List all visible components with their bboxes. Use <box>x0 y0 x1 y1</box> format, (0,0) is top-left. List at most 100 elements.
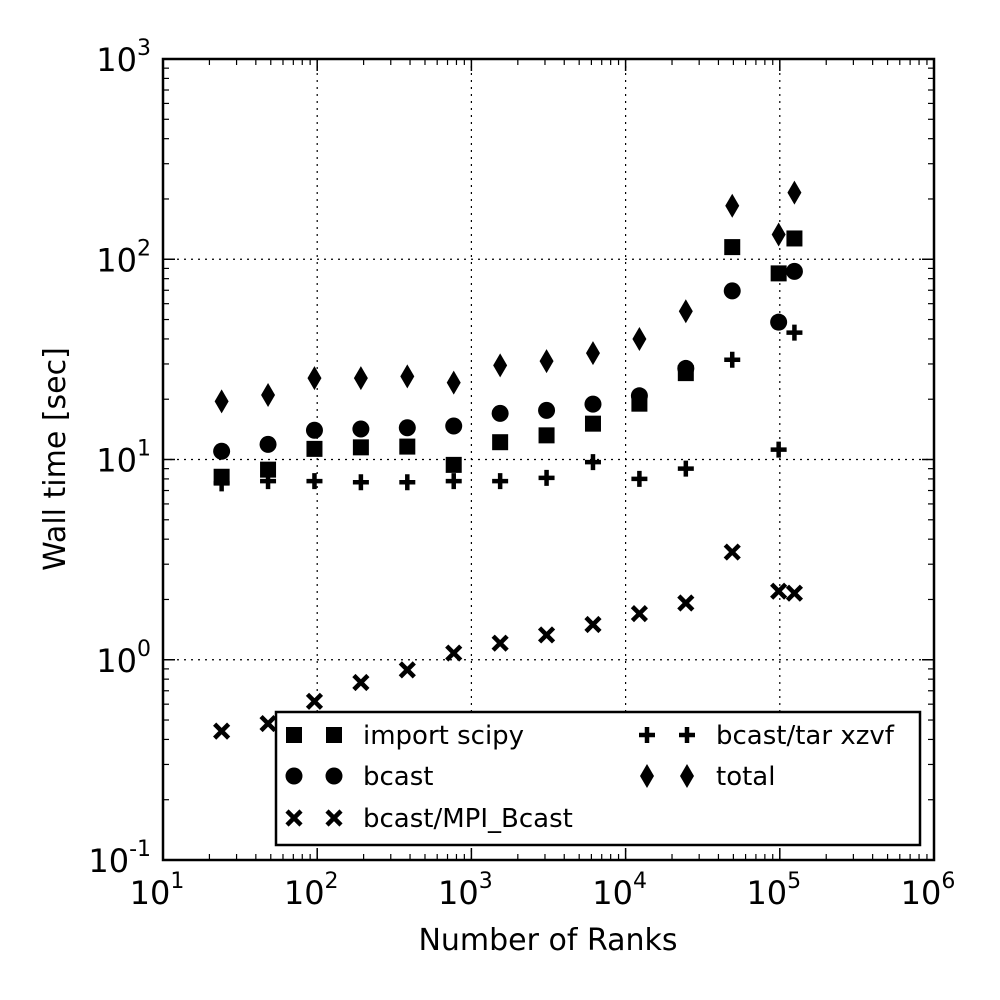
legend-marker <box>325 809 343 827</box>
y-tick-label: 10-1 <box>88 837 151 880</box>
y-tick-label: 102 <box>96 236 151 279</box>
data-point-circle <box>259 435 277 453</box>
data-point-diamond <box>585 341 600 366</box>
data-point-plus <box>306 473 323 490</box>
x-tick-label: 105 <box>746 869 801 912</box>
series-bcast-tar-xzvf <box>213 324 803 492</box>
data-point-x <box>677 594 695 612</box>
y-tick-label: 101 <box>96 437 151 480</box>
legend-marker <box>680 764 694 788</box>
data-points <box>213 180 804 740</box>
data-point-circle <box>677 359 695 377</box>
data-point-circle <box>491 404 509 422</box>
legend-marker <box>679 727 695 743</box>
plot-frame <box>161 57 936 862</box>
x-tick-label: 101 <box>130 869 185 912</box>
data-point-plus <box>399 474 416 491</box>
y-axis-label: Wall time [sec] <box>38 347 73 571</box>
data-point-plus <box>724 351 741 368</box>
data-point-x <box>770 582 788 600</box>
data-point-diamond <box>446 370 461 395</box>
legend-marker <box>326 727 342 743</box>
legend: import scipy bcast bcast/MPI_Bcast bcast/ta… <box>274 710 922 847</box>
data-point-square <box>584 415 601 432</box>
series-bcast-mpi-bcast <box>213 543 804 740</box>
data-point-square <box>724 239 741 256</box>
data-point-diamond <box>307 366 322 391</box>
data-point-x <box>785 584 804 602</box>
data-point-square <box>352 439 369 456</box>
data-point-plus <box>445 473 462 490</box>
data-point-circle <box>398 419 416 437</box>
y-tick-label: 100 <box>96 637 151 680</box>
legend-label: bcast <box>363 762 433 792</box>
grid-lines <box>163 59 934 860</box>
y-tick-label: 103 <box>96 36 151 79</box>
data-point-square <box>306 440 323 457</box>
data-point-circle <box>785 262 803 280</box>
data-point-circle <box>213 442 231 460</box>
data-point-x <box>584 615 602 634</box>
data-point-x <box>213 722 231 740</box>
data-point-plus <box>677 460 694 477</box>
data-point-diamond <box>787 180 802 205</box>
data-point-plus <box>213 475 230 492</box>
data-point-square <box>399 438 416 455</box>
data-point-x <box>491 634 509 652</box>
legend-marker <box>285 767 303 785</box>
data-point-circle <box>770 313 788 331</box>
data-point-x <box>352 673 370 692</box>
data-point-diamond <box>678 299 693 324</box>
tick-labels: 101 102 103 104 105 106 10-1 100 101 102 103 <box>88 36 955 912</box>
data-point-circle <box>305 421 323 439</box>
data-point-diamond <box>214 389 229 414</box>
data-point-plus <box>584 454 601 471</box>
series-total <box>214 180 802 414</box>
data-point-plus <box>631 470 648 487</box>
legend-label: bcast/tar xzvf <box>716 721 895 751</box>
data-point-diamond <box>400 364 415 389</box>
data-point-x <box>259 714 277 733</box>
data-point-diamond <box>493 353 508 378</box>
data-point-diamond <box>771 222 786 247</box>
legend-marker <box>640 764 654 788</box>
data-point-x <box>537 626 556 644</box>
data-point-circle <box>630 387 648 405</box>
data-point-plus <box>786 324 803 341</box>
data-point-x <box>445 644 463 662</box>
data-point-x <box>723 543 741 561</box>
x-tick-label: 102 <box>284 869 339 912</box>
data-point-diamond <box>353 366 368 391</box>
x-tick-label: 104 <box>592 869 647 912</box>
x-tick-label: 106 <box>901 869 956 912</box>
data-point-square <box>786 230 803 247</box>
series-bcast <box>213 262 803 460</box>
legend-marker <box>286 727 302 743</box>
data-point-diamond <box>539 349 554 374</box>
x-tick-label: 103 <box>438 869 493 912</box>
data-point-x <box>305 692 324 710</box>
legend-label: bcast/MPI_Bcast <box>363 804 573 834</box>
data-point-plus <box>770 441 787 458</box>
legend-label: total <box>716 762 775 792</box>
data-point-square <box>445 456 462 473</box>
data-point-square <box>492 434 509 451</box>
x-axis-label: Number of Ranks <box>418 923 677 958</box>
legend-marker <box>285 809 303 827</box>
data-point-circle <box>538 401 556 419</box>
legend-box <box>274 710 922 847</box>
legend-marker <box>325 767 343 785</box>
data-point-plus <box>260 473 277 490</box>
data-point-circle <box>584 395 602 413</box>
data-point-circle <box>723 282 741 300</box>
data-point-x <box>630 605 648 623</box>
data-point-circle <box>352 420 370 438</box>
data-point-diamond <box>261 382 276 407</box>
data-point-plus <box>492 473 509 490</box>
data-point-x <box>398 661 416 679</box>
data-point-square <box>260 461 277 478</box>
data-point-square <box>770 265 787 282</box>
series-import-scipy <box>213 230 803 485</box>
data-point-square <box>538 427 555 444</box>
